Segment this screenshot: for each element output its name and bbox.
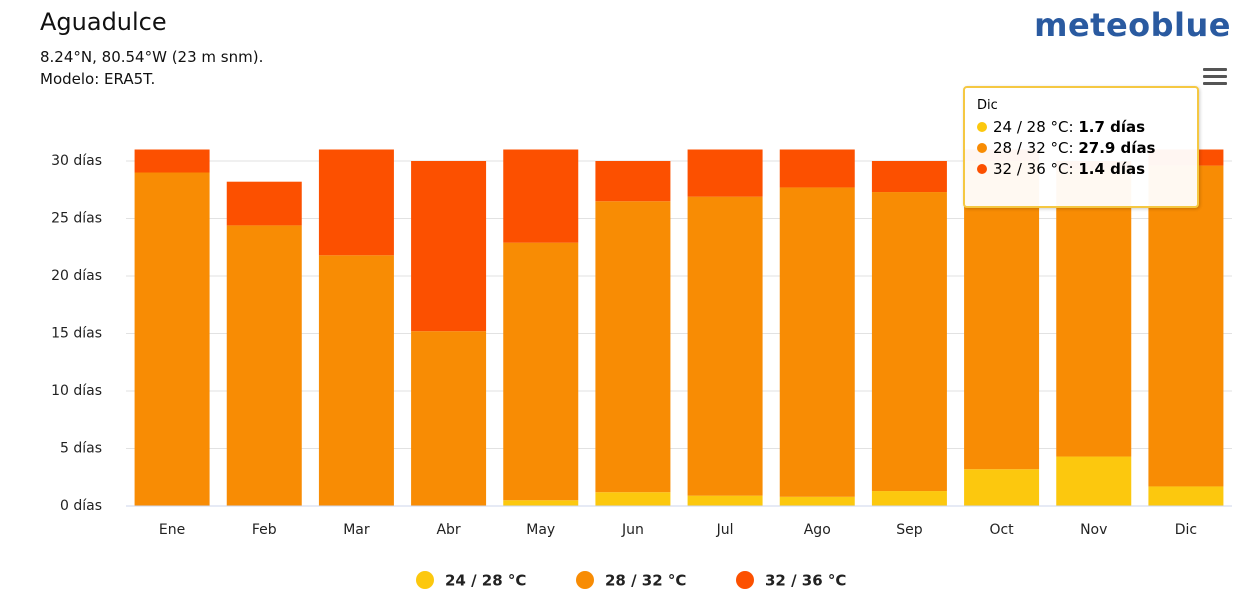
y-tick-label: 20 días: [51, 268, 102, 284]
legend-label: 32 / 36 °C: [765, 572, 846, 590]
bar-segment: [595, 492, 671, 506]
x-tick-label: Ene: [159, 522, 185, 538]
bar-segment: [964, 161, 1040, 470]
legend-dot: [576, 571, 594, 589]
bar-segment: [1056, 456, 1132, 506]
tooltip-label: 24 / 28 °C:: [993, 118, 1079, 136]
tooltip-row: 28 / 32 °C: 27.9 días: [977, 138, 1185, 159]
bar-segment: [595, 161, 671, 202]
model: Modelo: ERA5T.: [40, 70, 156, 88]
bar-segment: [1148, 486, 1224, 506]
legend-label: 28 / 32 °C: [605, 572, 686, 590]
x-tick-label: Ago: [804, 522, 831, 538]
y-tick-label: 25 días: [51, 211, 102, 227]
tooltip-dot: [977, 164, 987, 174]
bar-segment: [503, 242, 579, 501]
tooltip-row: 24 / 28 °C: 1.7 días: [977, 117, 1185, 138]
subtitle: 8.24°N, 80.54°W (23 m snm).: [40, 48, 264, 66]
tooltip-title: Dic: [977, 98, 998, 113]
y-tick-label: 5 días: [60, 441, 102, 457]
tooltip-value: 27.9 días: [1078, 139, 1156, 157]
tooltip-dot: [977, 143, 987, 153]
y-tick-label: 10 días: [51, 383, 102, 399]
bar-segment: [871, 161, 947, 193]
bar-segment: [226, 225, 302, 506]
bar-segment: [779, 496, 855, 506]
bar-segment: [134, 172, 210, 506]
tooltip-value: 1.4 días: [1078, 160, 1146, 178]
bar-segment: [503, 500, 579, 506]
bar-segment: [871, 192, 947, 492]
legend-dot: [736, 571, 754, 589]
bar-segment: [318, 255, 394, 506]
tooltip-label: 28 / 32 °C:: [993, 139, 1079, 157]
bar-segment: [1056, 169, 1132, 457]
bar-segment: [871, 491, 947, 506]
bar-segment: [964, 469, 1040, 506]
bar-segment: [687, 495, 763, 506]
y-tick-label: 30 días: [51, 153, 102, 169]
bar-segment: [226, 181, 302, 226]
x-tick-label: Jun: [621, 522, 644, 538]
x-tick-label: Feb: [252, 522, 277, 538]
logo: meteoblue: [1034, 6, 1231, 44]
x-tick-label: Oct: [989, 522, 1014, 538]
bar-segment: [687, 149, 763, 197]
bar-segment: [503, 149, 579, 243]
tooltip: Dic 24 / 28 °C: 1.7 días 28 / 32 °C: 27.9…: [963, 86, 1199, 208]
x-tick-label: Jul: [716, 522, 734, 538]
bar-segment: [595, 201, 671, 493]
y-tick-label: 15 días: [51, 326, 102, 342]
x-tick-label: Abr: [436, 522, 460, 538]
bar-segment: [687, 196, 763, 496]
x-tick-label: Nov: [1080, 522, 1107, 538]
tooltip-value: 1.7 días: [1078, 118, 1146, 136]
bar-segment: [134, 149, 210, 173]
x-tick-label: Sep: [896, 522, 923, 538]
tooltip-label: 32 / 36 °C:: [993, 160, 1079, 178]
legend-label: 24 / 28 °C: [445, 572, 526, 590]
y-tick-label: 0 días: [60, 498, 102, 514]
x-tick-label: Dic: [1175, 522, 1197, 538]
x-tick-label: May: [526, 522, 555, 538]
tooltip-row: 32 / 36 °C: 1.4 días: [977, 159, 1185, 180]
bar-segment: [318, 149, 394, 256]
bar-segment: [779, 187, 855, 497]
legend-dot: [416, 571, 434, 589]
x-tick-label: Mar: [343, 522, 370, 538]
title: Aguadulce: [40, 8, 167, 36]
menu-button[interactable]: [1203, 68, 1227, 89]
bar-segment: [411, 331, 487, 506]
tooltip-dot: [977, 122, 987, 132]
bar-segment: [1148, 165, 1224, 487]
bar-segment: [779, 149, 855, 188]
bar-segment: [411, 161, 487, 332]
